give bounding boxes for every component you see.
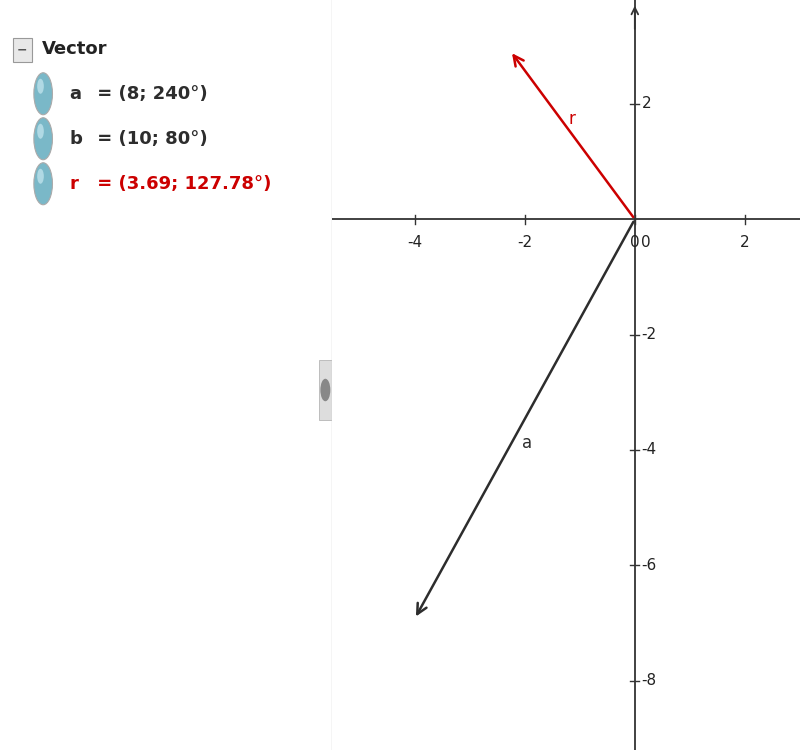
Text: -2: -2 — [642, 327, 657, 342]
Circle shape — [37, 169, 44, 184]
Circle shape — [34, 118, 53, 160]
Text: a: a — [70, 85, 82, 103]
Text: -4: -4 — [407, 236, 422, 250]
Text: b: b — [70, 130, 82, 148]
Circle shape — [320, 379, 330, 401]
Text: Vector: Vector — [42, 40, 107, 58]
Text: -8: -8 — [642, 674, 657, 688]
Text: -4: -4 — [642, 442, 657, 458]
Circle shape — [34, 163, 53, 205]
Text: r: r — [569, 110, 575, 128]
Circle shape — [37, 79, 44, 94]
Text: a: a — [522, 433, 532, 451]
Text: = (3.69; 127.78°): = (3.69; 127.78°) — [91, 175, 272, 193]
Text: -2: -2 — [517, 236, 532, 250]
Text: 0: 0 — [642, 236, 651, 250]
Circle shape — [37, 124, 44, 139]
Text: = (10; 80°): = (10; 80°) — [91, 130, 208, 148]
Text: -6: -6 — [642, 558, 657, 573]
Text: = (8; 240°): = (8; 240°) — [91, 85, 208, 103]
Text: 2: 2 — [740, 236, 750, 250]
Text: r: r — [70, 175, 78, 193]
Circle shape — [34, 73, 53, 115]
Text: −: − — [17, 43, 27, 56]
Text: 2: 2 — [642, 96, 651, 111]
Text: 0: 0 — [630, 236, 640, 250]
Bar — [318, 360, 332, 420]
FancyBboxPatch shape — [14, 38, 31, 62]
